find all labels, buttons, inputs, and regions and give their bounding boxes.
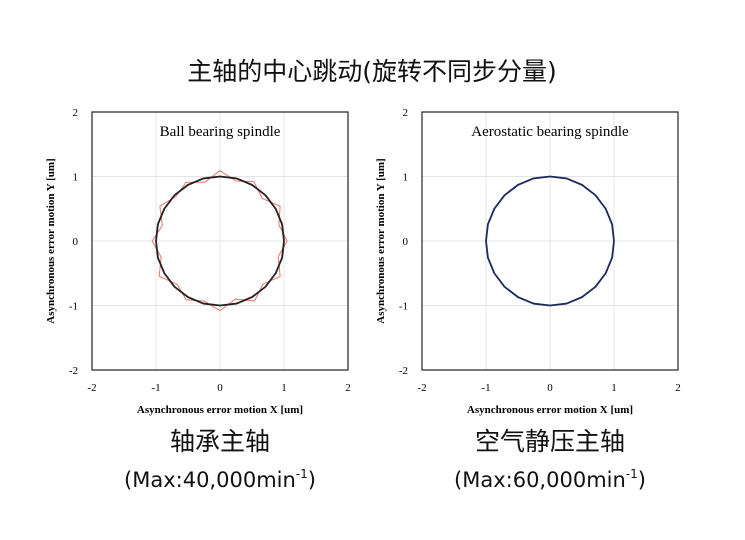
y-tick-label: -2	[399, 365, 408, 377]
x-tick-label: -2	[87, 382, 96, 394]
y-axis-label: Asynchronous error motion Y [um]	[45, 158, 57, 323]
y-tick-label: 2	[73, 107, 79, 119]
y-tick-label: 0	[403, 236, 409, 248]
x-tick-label: -1	[151, 382, 160, 394]
spec-note-part: )	[638, 468, 646, 492]
spec-note-part: )	[308, 468, 316, 492]
x-tick-label: 0	[547, 382, 553, 394]
caption: 空气静压主轴	[475, 427, 625, 456]
y-tick-label: -2	[69, 365, 78, 377]
spec-note-part: (Max:40,000min	[124, 468, 296, 492]
plot-frame	[421, 111, 679, 371]
x-axis-label: Asynchronous error motion X [um]	[137, 404, 303, 416]
spec-note: (Max:40,000min-1)	[124, 467, 316, 492]
y-tick-label: 1	[403, 172, 409, 184]
x-axis-label: Asynchronous error motion X [um]	[467, 404, 633, 416]
x-tick-label: -2	[417, 382, 426, 394]
x-tick-label: 1	[611, 382, 617, 394]
y-tick-label: 1	[73, 172, 79, 184]
x-tick-label: 2	[675, 382, 681, 394]
x-tick-label: -1	[481, 382, 490, 394]
spec-note-part: -1	[296, 467, 308, 481]
figure-title: 主轴的中心跳动(旋转不同步分量)	[187, 57, 557, 86]
y-tick-label: 0	[73, 236, 79, 248]
line-series	[155, 175, 285, 307]
line-series	[485, 175, 615, 307]
x-tick-label: 0	[217, 382, 223, 394]
x-tick-label: 2	[345, 382, 351, 394]
plot-frame	[91, 111, 349, 371]
y-axis-label: Asynchronous error motion Y [um]	[375, 158, 387, 323]
spec-note: (Max:60,000min-1)	[454, 467, 646, 492]
y-tick-label: 2	[403, 107, 409, 119]
y-tick-label: -1	[69, 301, 78, 313]
spec-note-part: (Max:60,000min	[454, 468, 626, 492]
y-tick-label: -1	[399, 301, 408, 313]
caption: 轴承主轴	[170, 427, 270, 456]
line-series	[151, 170, 288, 312]
spec-note-part: -1	[626, 467, 638, 481]
chart-title: Ball bearing spindle	[160, 124, 281, 140]
chart-title: Aerostatic bearing spindle	[471, 124, 629, 140]
x-tick-label: 1	[281, 382, 287, 394]
